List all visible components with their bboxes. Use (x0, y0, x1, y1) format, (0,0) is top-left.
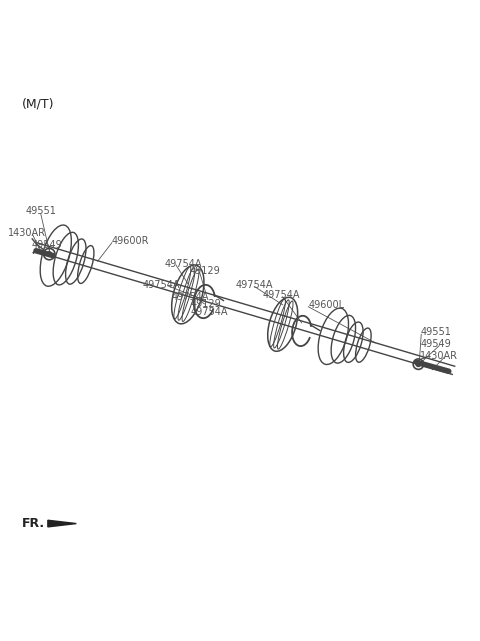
Circle shape (416, 362, 421, 367)
Text: 49754A: 49754A (164, 258, 202, 269)
Text: 49549: 49549 (420, 339, 451, 349)
Text: 1430AR: 1430AR (8, 228, 46, 238)
Text: 49754A: 49754A (263, 290, 300, 301)
Text: 49129: 49129 (190, 299, 221, 309)
Text: 49754A: 49754A (190, 307, 228, 317)
Text: 49551: 49551 (25, 206, 57, 217)
Text: 49600R: 49600R (112, 236, 149, 246)
Text: 49129: 49129 (189, 266, 220, 276)
Text: (M/T): (M/T) (22, 97, 54, 110)
Text: 1430AR: 1430AR (420, 351, 458, 361)
Polygon shape (48, 520, 76, 527)
Text: 49600L: 49600L (308, 300, 345, 310)
Text: 49754A: 49754A (143, 280, 180, 290)
Circle shape (47, 252, 52, 256)
Text: 49549: 49549 (31, 240, 62, 249)
Text: 49551: 49551 (420, 328, 451, 337)
Text: 49754A: 49754A (171, 292, 209, 302)
Text: FR.: FR. (22, 517, 45, 530)
Text: 49754A: 49754A (235, 280, 273, 290)
